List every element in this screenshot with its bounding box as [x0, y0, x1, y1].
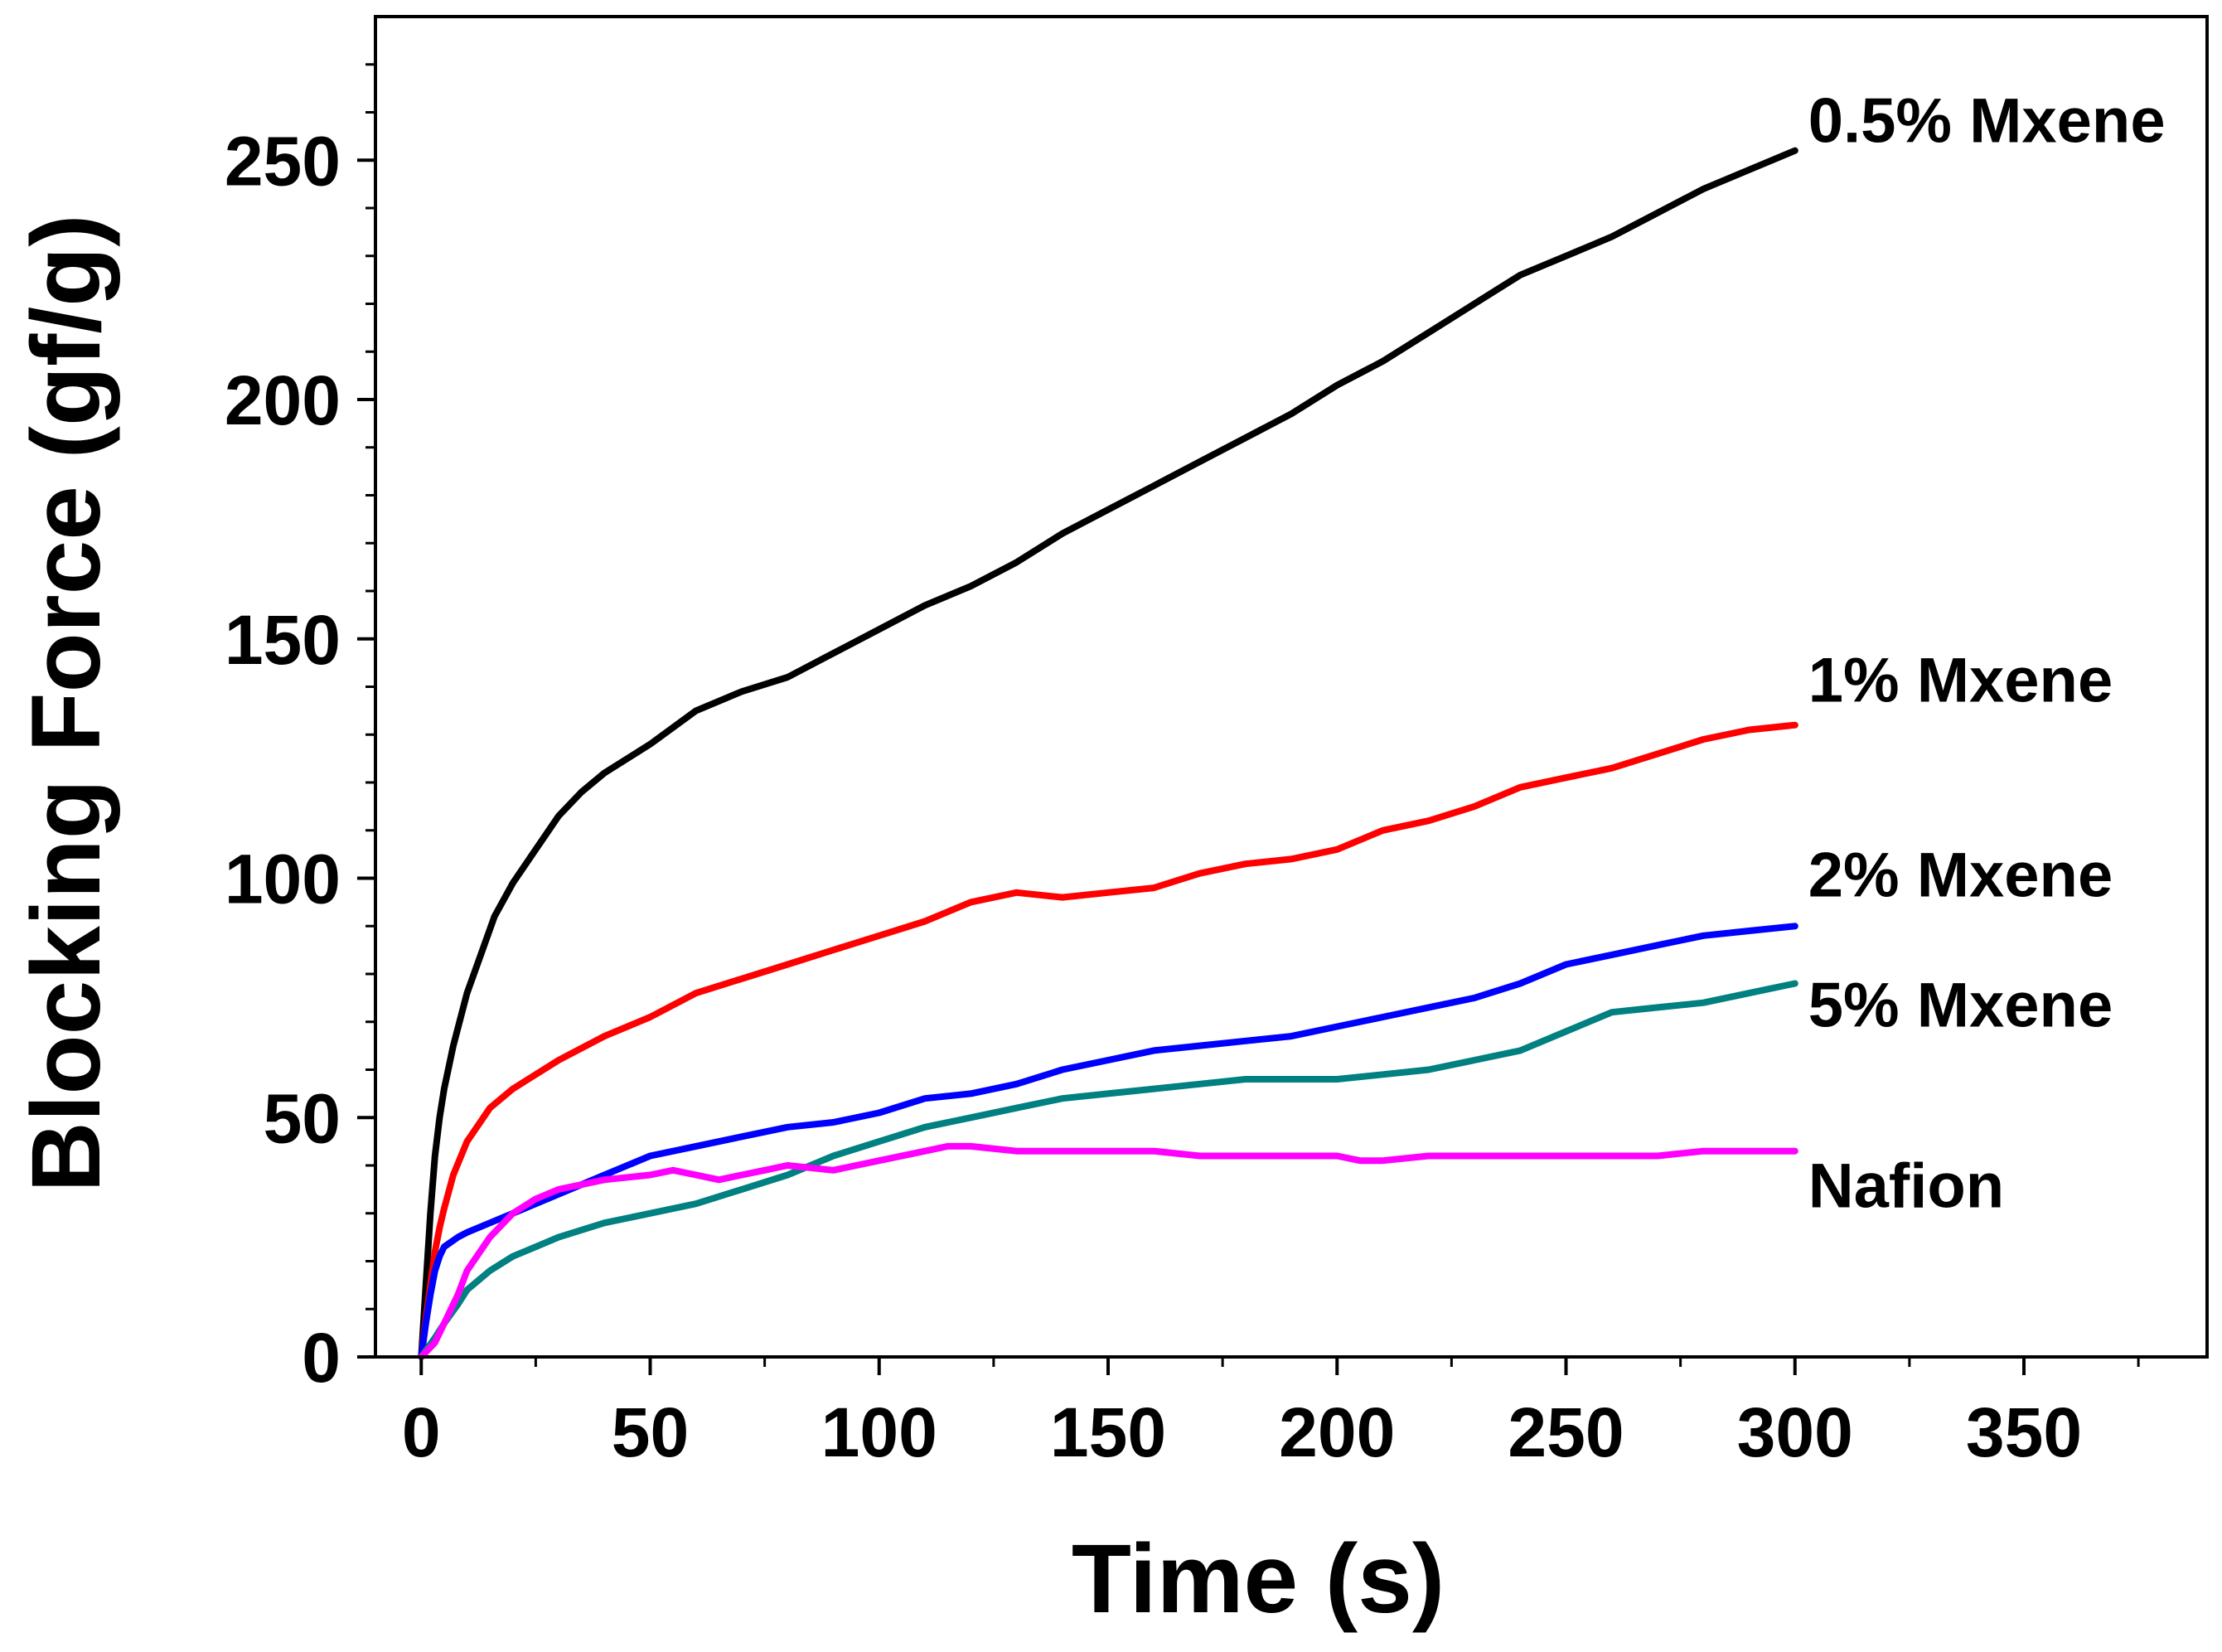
axes — [357, 15, 2209, 1375]
series-label: Nafion — [1808, 1151, 2004, 1222]
series-lines — [418, 147, 1798, 1360]
series-label: 5% Mxene — [1808, 971, 2113, 1041]
y-tick-label: 150 — [225, 601, 341, 679]
x-tick-label: 350 — [1966, 1393, 2082, 1471]
y-tick-label: 0 — [302, 1319, 341, 1397]
x-tick-label: 50 — [612, 1393, 689, 1471]
y-tick-label: 200 — [225, 361, 341, 439]
series-line-5-mxene — [418, 980, 1798, 1360]
series-label: 2% Mxene — [1808, 840, 2113, 910]
y-tick-label: 100 — [225, 841, 341, 918]
series-label: 1% Mxene — [1808, 646, 2113, 716]
y-axis-title: Blocking Force (gf/g) — [12, 215, 121, 1193]
y-tick-label: 50 — [264, 1079, 341, 1157]
x-tick-label: 100 — [821, 1393, 937, 1471]
y-tick-label: 250 — [225, 122, 341, 200]
x-tick-label: 150 — [1050, 1393, 1166, 1471]
x-tick-label: 250 — [1508, 1393, 1624, 1471]
tick-labels: 0 50 100 150 200 250 300 350 0 50 100 150 200 250 — [225, 122, 2082, 1471]
series-line-0-5-mxene — [418, 147, 1798, 1360]
x-tick-label: 300 — [1737, 1393, 1853, 1471]
series-line-nafion — [418, 1142, 1798, 1360]
series-line-2-mxene — [418, 923, 1798, 1360]
x-tick-label: 200 — [1279, 1393, 1395, 1471]
series-label: 0.5% Mxene — [1808, 86, 2166, 157]
x-axis-title: Time (s) — [1072, 1524, 1445, 1634]
series-line-1-mxene — [418, 721, 1798, 1360]
x-tick-label: 0 — [402, 1393, 441, 1471]
series-labels: 0.5% Mxene 1% Mxene 2% Mxene 5% Mxene Nafion — [1808, 86, 2166, 1222]
